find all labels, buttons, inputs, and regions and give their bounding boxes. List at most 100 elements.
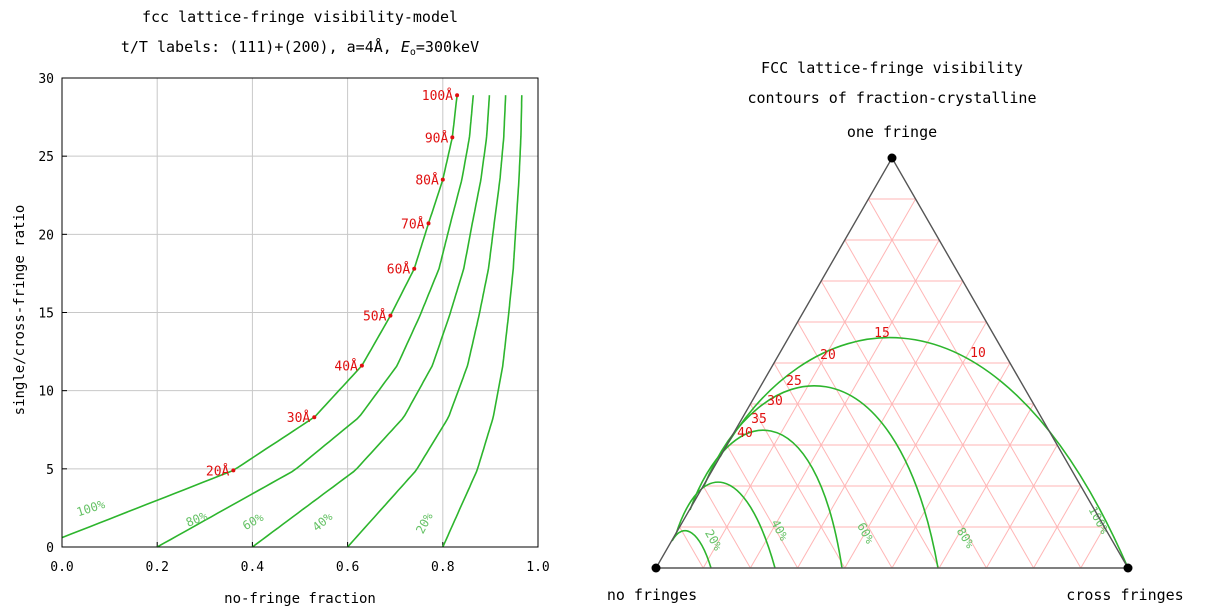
ternary-contour-40pct (675, 481, 776, 569)
ternary-corner-dot (887, 153, 897, 163)
ternary-contour-80pct (703, 385, 939, 569)
thickness-label: 50Å (363, 309, 387, 325)
thickness-point (455, 93, 460, 98)
ternary-gridline (797, 280, 964, 569)
right-chart-title: FCC lattice-fringe visibility (761, 59, 1023, 77)
ternary-gridline (820, 280, 987, 569)
left-y-tick-label: 10 (38, 385, 54, 400)
ternary-ratio-label: 30 (767, 394, 783, 409)
left-curve-label: 40% (310, 509, 336, 534)
left-tick-labels: 0.0 0.2 0.4 0.6 0.8 1.0 0 5 10 15 20 25 30 (38, 72, 549, 575)
left-curves: 100% 80% 60% 40% 20% (61, 95, 523, 548)
ternary-gridline (985, 444, 1058, 569)
left-x-tick-label: 0.0 (50, 560, 73, 575)
left-subtitle-energy-symbol: E (401, 38, 410, 56)
thickness-label: 70Å (401, 216, 425, 232)
ternary-ratio-label: 25 (786, 374, 802, 389)
left-subtitle-energy-value: =300keV (416, 38, 479, 56)
ternary-gridline (1033, 485, 1082, 569)
ternary-contours: 20% 40% 60% 80%100% (671, 336, 1129, 569)
left-chart-title: fcc lattice-fringe visibility-model (142, 8, 458, 26)
left-thickness-points: 20Å 30Å 40Å 50Å 60Å 70Å 80Å 90Å 100Å (206, 88, 460, 479)
left-curve-label: 100% (75, 497, 108, 519)
corner-label-top: one fringe (847, 123, 937, 141)
thickness-point (450, 135, 455, 140)
ternary-triangle (654, 156, 1130, 569)
thickness-label: 90Å (425, 130, 449, 146)
ternary-contour-label: 20% (702, 527, 725, 553)
thickness-point (231, 468, 236, 473)
left-y-tick-label: 5 (46, 463, 54, 478)
ternary-gridline (702, 485, 751, 569)
left-curve-80pct (156, 95, 475, 548)
corner-label-left: no fringes (607, 586, 697, 604)
left-x-tick-label: 0.6 (336, 560, 359, 575)
left-curve-100pct (61, 95, 458, 539)
left-chart: fcc lattice-fringe visibility-model t/T … (12, 8, 550, 607)
left-y-tick-label: 15 (38, 307, 54, 322)
left-x-tick-label: 1.0 (526, 560, 549, 575)
thickness-point (412, 266, 417, 271)
left-curve-60pct (251, 95, 491, 548)
left-y-tick-label: 0 (46, 541, 54, 556)
left-y-tick-label: 25 (38, 150, 54, 165)
ternary-gridline (891, 362, 1011, 569)
ternary-contour-label: 60% (854, 520, 877, 546)
ternary-ratio-label: 35 (751, 412, 767, 427)
left-subtitle-energy-sub: o (410, 47, 416, 58)
ternary-corner-dot (1123, 563, 1133, 573)
ternary-ratio-label: 15 (874, 326, 890, 341)
left-x-tick-label: 0.8 (431, 560, 454, 575)
thickness-point (388, 313, 393, 318)
ternary-ratio-label: 20 (820, 348, 836, 363)
ternary-corner-dot (651, 563, 661, 573)
left-curve-label: 60% (240, 510, 266, 533)
left-curve-20pct (442, 95, 523, 548)
left-x-axis-label: no-fringe fraction (224, 591, 376, 607)
ternary-gridline (938, 403, 1035, 569)
left-curve-40pct (347, 95, 507, 548)
thickness-point (440, 177, 445, 182)
left-curve-label: 80% (184, 508, 210, 529)
left-subtitle-prefix: t/T labels: (111)+(200), a=4Å, (121, 37, 401, 56)
right-chart-subtitle: contours of fraction-crystalline (748, 89, 1037, 107)
left-x-tick-label: 0.2 (145, 560, 168, 575)
corner-label-right: cross fringes (1066, 586, 1183, 604)
ternary-gridlines (679, 198, 1105, 569)
thickness-label: 30Å (287, 410, 311, 426)
ternary-gridline (1080, 526, 1105, 569)
thickness-point (312, 415, 317, 420)
thickness-label: 60Å (387, 262, 411, 278)
left-y-tick-label: 30 (38, 72, 54, 87)
thickness-point (359, 363, 364, 368)
left-plot-frame (61, 77, 539, 548)
ternary-contour-label: 80% (954, 525, 978, 551)
ternary-contour-20pct (671, 529, 712, 569)
left-chart-subtitle: t/T labels: (111)+(200), a=4Å, Eo=300keV (121, 37, 479, 58)
left-curve-label: 20% (413, 510, 436, 536)
ternary-contour-100pct (719, 336, 1129, 569)
left-y-tick-label: 20 (38, 228, 54, 243)
ternary-gridline (749, 403, 846, 569)
thickness-label: 40Å (334, 359, 358, 375)
left-y-axis-label: single/cross-fringe ratio (12, 205, 28, 416)
thickness-label: 20Å (206, 463, 230, 479)
right-chart: FCC lattice-fringe visibility contours o… (607, 59, 1184, 604)
ternary-contour-60pct (689, 429, 843, 569)
thickness-label: 80Å (415, 173, 439, 189)
thickness-point (426, 221, 431, 226)
ternary-ratio-label: 40 (737, 426, 753, 441)
ternary-gridline (867, 198, 1082, 569)
ternary-gridline (679, 526, 704, 569)
ternary-ratio-label: 10 (970, 346, 986, 361)
ternary-frame (651, 153, 1133, 573)
ternary-gridline (773, 362, 893, 569)
thickness-label: 100Å (422, 88, 453, 104)
ternary-gridline (726, 444, 799, 569)
left-x-tick-label: 0.4 (241, 560, 265, 575)
left-gridlines (61, 77, 539, 548)
ternary-gridline (702, 198, 917, 569)
